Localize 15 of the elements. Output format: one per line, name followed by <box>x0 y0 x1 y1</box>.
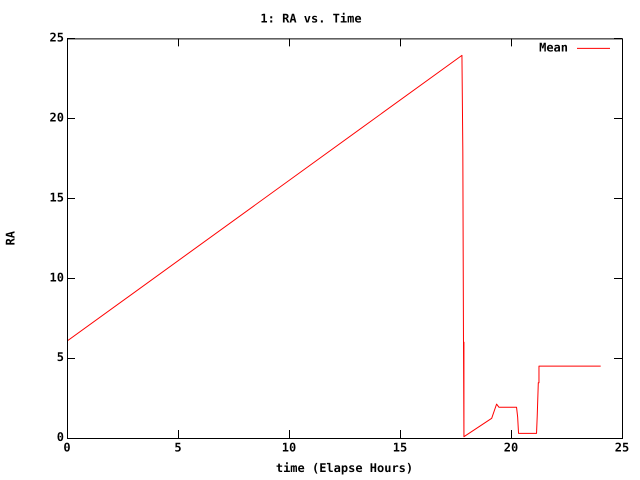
chart-title: 1: RA vs. Time <box>260 11 362 26</box>
x-tick-label: 20 <box>504 440 518 454</box>
x-tick-label: 15 <box>392 440 408 454</box>
y-tick-label: 25 <box>50 30 64 45</box>
y-tick-label: 15 <box>50 190 64 204</box>
text: Mean <box>539 40 568 55</box>
y-tick-label: 5 <box>56 350 64 364</box>
y-tick-label: 10 <box>50 270 64 284</box>
x-axis-title: time (Elapse Hours) <box>276 460 414 475</box>
x-tick-label: 5 <box>174 440 182 454</box>
x-tick-label: 10 <box>282 440 296 454</box>
y-axis-title: RA <box>3 230 18 246</box>
y-tick-label: 0 <box>56 430 64 444</box>
y-tick-label: 20 <box>50 110 64 124</box>
x-tick-label: 25 <box>614 440 630 454</box>
